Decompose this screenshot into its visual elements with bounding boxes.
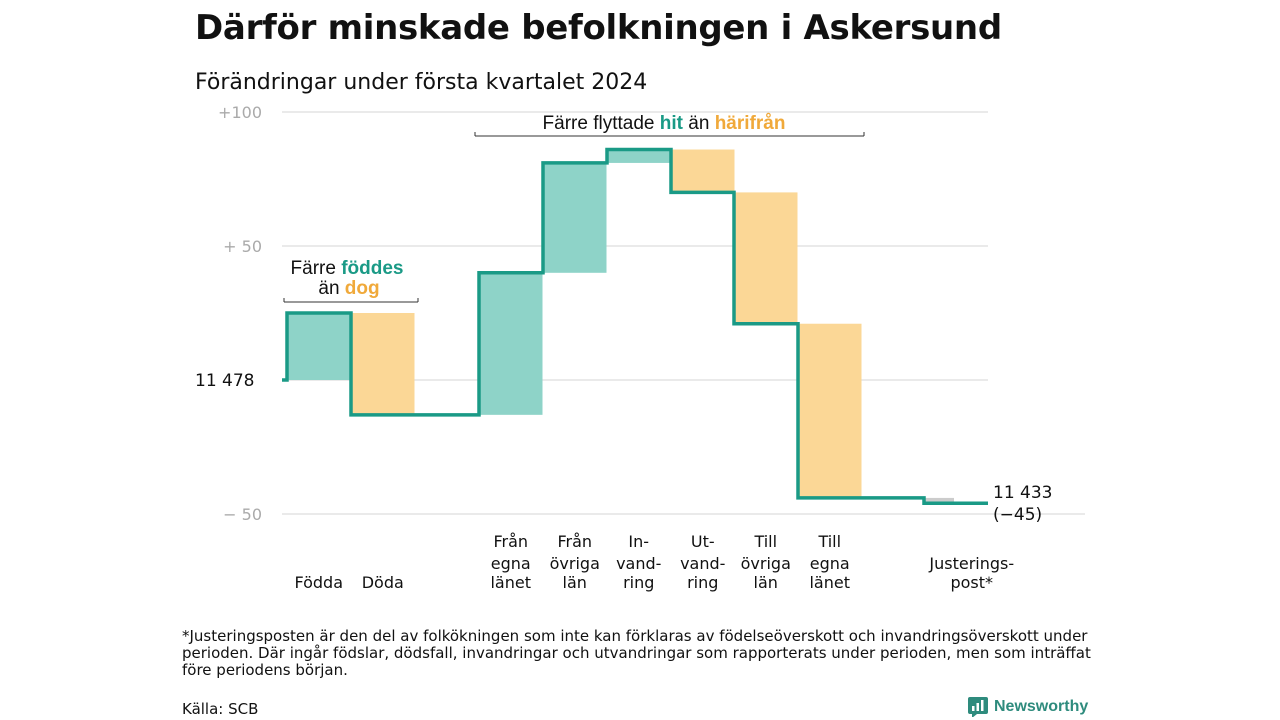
source-label: Källa: SCB [182,700,259,718]
cumulative-line [282,147,988,506]
x-category-label: ring [687,573,718,592]
x-category-label: Från [557,532,592,551]
x-category-label: Till [753,532,777,551]
annotation-part: hit [660,113,684,134]
annotation-part: Färre flyttade [543,113,660,134]
step-line [282,147,988,506]
x-category-label: egna [810,554,850,573]
x-category-label: län [754,573,778,592]
bar-1 [351,313,415,415]
x-category-label: Justerings- [928,554,1014,573]
newsworthy-logo-icon [968,697,988,717]
grid-lines [282,111,1085,515]
annotation-part: härifrån [715,113,786,134]
annotation-part: än [318,278,344,299]
x-category-label: Döda [362,573,404,592]
x-category-label: län [563,573,587,592]
footnote: *Justeringsposten är den del av folkökni… [182,627,1091,679]
bar-0 [287,313,351,380]
x-category-label: ring [623,573,654,592]
bar-2 [479,272,543,415]
end-change-label: (−45) [993,505,1042,525]
x-category-label: post* [950,573,993,592]
bar-4 [607,149,671,163]
x-category-label: Från [493,532,528,551]
bars [287,149,954,504]
annotation-part: dog [345,278,380,299]
y-tick-label: + 50 [223,237,262,256]
annotation-births: Färre föddes [291,258,404,279]
bar-3 [543,162,607,273]
x-category-label: övriga [550,554,600,573]
x-category-label: vand- [616,554,661,573]
x-category-label: länet [490,573,531,592]
x-category-label: Ut- [691,532,715,551]
bar-5 [671,149,735,193]
annotation-part: föddes [341,258,403,279]
bar-8 [924,497,954,504]
brand-name: Newsworthy [994,698,1089,715]
chart-subtitle: Förändringar under första kvartalet 2024 [195,70,648,95]
start-value-label: 11 478 [195,371,254,391]
x-category-label: länet [809,573,850,592]
brand-logo: Newsworthy [968,697,1088,717]
annotation-part: än [683,113,715,134]
end-value-label: 11 433 [993,483,1052,503]
x-category-label: In- [628,532,649,551]
x-category-label: övriga [741,554,791,573]
y-tick-label: +100 [218,103,262,122]
bar-7 [798,323,862,498]
bar-6 [734,192,798,324]
annotation-part: Färre [291,258,342,279]
annotation-births-line2: än dog [318,278,379,299]
x-category-label: Födda [294,573,343,592]
x-category-label: vand- [680,554,725,573]
chart-title: Därför minskade befolkningen i Askersund [195,8,1002,48]
x-category-label: egna [491,554,531,573]
annotation-migration: Färre flyttade hit än härifrån [543,113,786,134]
y-tick-label: − 50 [223,505,262,524]
x-category-label: Till [817,532,841,551]
